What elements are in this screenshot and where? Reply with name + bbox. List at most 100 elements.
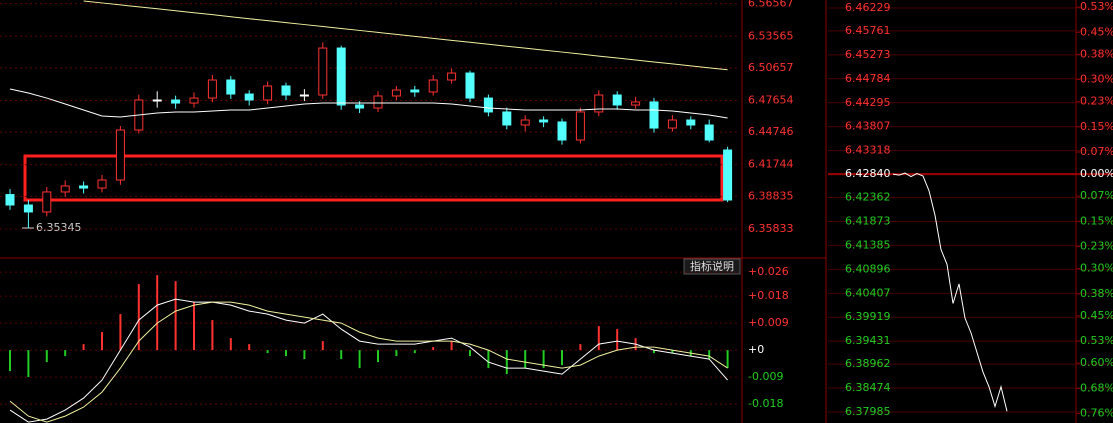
candle-body (23, 204, 33, 213)
y2-tick-label: 0.30% (1080, 73, 1113, 86)
y-tick-label: 6.42362 (845, 191, 891, 204)
candle-body (520, 119, 530, 126)
moving-average (83, 0, 728, 71)
y-tick-label: 6.38962 (845, 357, 891, 370)
y2-tick-label: 0.30% (1080, 262, 1113, 275)
candle-body (410, 89, 420, 93)
y2-tick-label: 0.15% (1080, 214, 1113, 227)
candle-body (5, 194, 15, 206)
y-tick-label: 6.45761 (845, 24, 891, 37)
candle-body (263, 85, 273, 101)
candle-body (281, 85, 291, 96)
y-tick-label: 6.44295 (845, 96, 891, 109)
y2-tick-label: 0.15% (1080, 120, 1113, 133)
candle-body (79, 185, 89, 189)
candle-body (355, 104, 365, 109)
candle-body (318, 47, 328, 96)
candle-body (667, 119, 677, 129)
y2-tick-label: 0.00% (1080, 167, 1113, 180)
candle-body (373, 95, 383, 109)
y2-tick-label: 0.23% (1080, 95, 1113, 108)
y-tick-label: 6.39431 (845, 334, 891, 347)
y-tick-label: -0.009 (748, 370, 783, 383)
candle-body (42, 191, 52, 213)
highlight-box (23, 154, 724, 202)
y-tick-label: 6.37985 (845, 405, 891, 418)
y2-tick-label: 0.38% (1080, 47, 1113, 60)
y2-tick-label: 0.23% (1080, 240, 1113, 253)
y-tick-label: 6.41385 (845, 238, 891, 251)
y2-tick-label: 0.60% (1080, 356, 1113, 369)
candle-body (207, 79, 217, 99)
y-tick-label: +0.026 (748, 265, 789, 278)
y-tick-label: 6.38835 (748, 189, 794, 202)
y-tick-label: 6.44784 (845, 72, 891, 85)
y-tick-label: 6.39919 (845, 310, 891, 323)
candle-body (612, 94, 622, 106)
y-tick-label: 6.53565 (748, 29, 794, 42)
y-tick-label: 6.38474 (845, 381, 891, 394)
y2-tick-label: 0.76% (1080, 407, 1113, 420)
candle-body (244, 93, 254, 101)
candle-body (594, 94, 604, 113)
candle-body (189, 97, 199, 104)
y-tick-label: 6.44746 (748, 125, 794, 138)
y-tick-label: 6.40896 (845, 262, 891, 275)
candle-body (336, 47, 346, 106)
y2-tick-label: 0.07% (1080, 189, 1113, 202)
candle-body (704, 124, 714, 141)
indicator-button-label[interactable]: 指标说明 (690, 259, 734, 273)
macd-line (9, 301, 728, 423)
macd-line (9, 298, 728, 423)
y-tick-label: 6.46229 (845, 1, 891, 14)
price-line (892, 172, 1008, 412)
moving-average (9, 88, 728, 119)
y2-tick-label: 0.68% (1080, 381, 1113, 394)
y-tick-label: 6.40407 (845, 286, 891, 299)
candle-body (447, 72, 457, 81)
candle-body (97, 179, 107, 189)
candle-body (575, 111, 585, 141)
candle-body (723, 149, 733, 201)
candle-body (115, 129, 125, 181)
indicator-button[interactable] (683, 258, 741, 275)
candle-body (171, 99, 181, 104)
candle-body (299, 94, 309, 97)
y-tick-label: 6.50657 (748, 61, 794, 74)
candle-body (502, 111, 512, 126)
y-tick-label: 6.42840 (845, 167, 891, 180)
candle-body (539, 119, 549, 123)
y-tick-label: 6.41744 (748, 158, 794, 171)
y2-tick-label: 0.45% (1080, 25, 1113, 38)
y2-tick-label: 0.53% (1080, 334, 1113, 347)
y-tick-label: -0.018 (748, 397, 783, 410)
candle-body (226, 79, 236, 95)
y-tick-label: 6.45273 (845, 48, 891, 61)
y-tick-label: +0 (748, 343, 764, 356)
y-tick-label: 6.43318 (845, 144, 891, 157)
candle-body (483, 97, 493, 113)
candle-body (391, 89, 401, 97)
candle-body (686, 119, 696, 126)
low-label: 6.35345 (36, 221, 82, 234)
y2-tick-label: 0.07% (1080, 145, 1113, 158)
y-tick-label: +0.009 (748, 316, 789, 329)
y-tick-label: 6.47654 (748, 94, 794, 107)
candle-body (649, 101, 659, 129)
y-tick-label: +0.018 (748, 289, 789, 302)
y-tick-label: 6.56567 (748, 0, 794, 10)
y-tick-label: 6.35833 (748, 222, 794, 235)
y-tick-label: 6.41873 (845, 214, 891, 227)
candle-body (60, 185, 70, 193)
candle-body (631, 101, 641, 106)
candle-body (557, 121, 567, 141)
y2-tick-label: 0.38% (1080, 287, 1113, 300)
candle-body (465, 72, 475, 99)
candle-body (152, 99, 162, 102)
y-tick-label: 6.43807 (845, 120, 891, 133)
candle-body (428, 79, 438, 93)
y2-tick-label: 0.45% (1080, 309, 1113, 322)
y2-tick-label: 0.53% (1080, 0, 1113, 13)
